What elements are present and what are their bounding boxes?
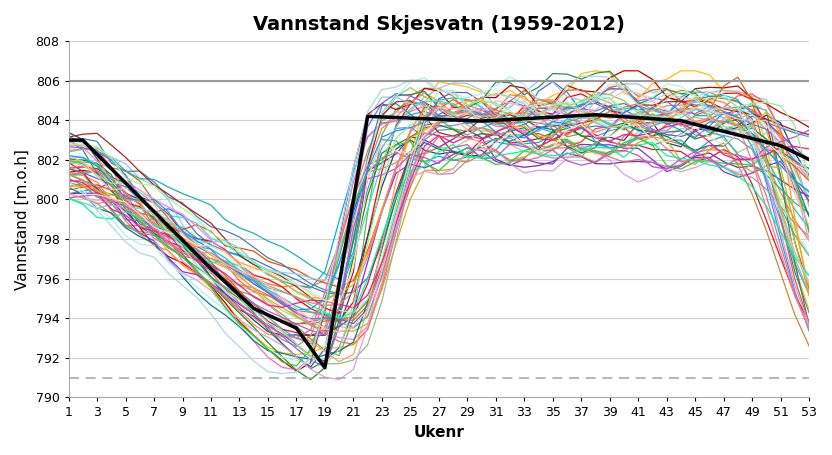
- Y-axis label: Vannstand [m.o.h]: Vannstand [m.o.h]: [15, 149, 30, 290]
- Title: Vannstand Skjesvatn (1959-2012): Vannstand Skjesvatn (1959-2012): [253, 15, 625, 34]
- X-axis label: Ukenr: Ukenr: [414, 425, 464, 440]
